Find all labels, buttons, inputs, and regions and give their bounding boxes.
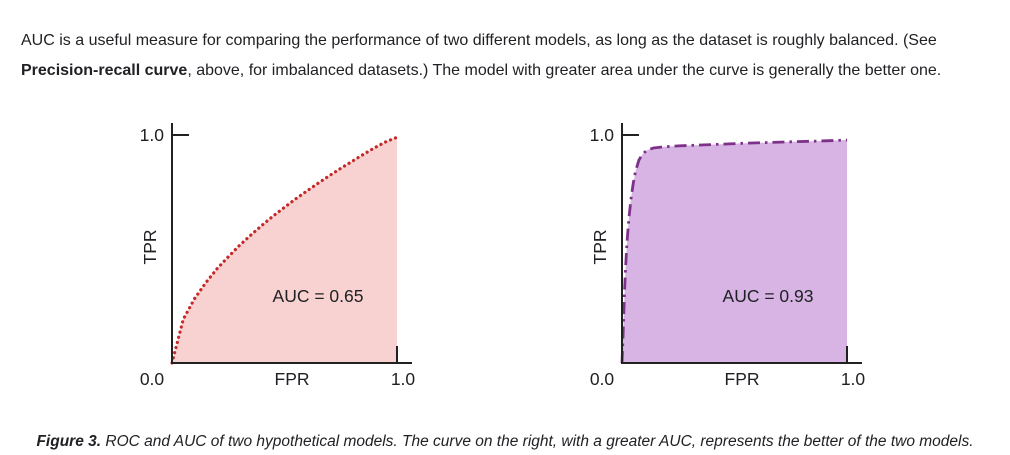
y-axis-label: TPR — [140, 230, 160, 265]
intro-line2: , above, for imbalanced datasets.) The m… — [187, 62, 942, 79]
roc-chart-left-svg: 1.0 TPR 0.0 FPR 1.0 AUC = 0.65 — [140, 123, 416, 389]
intro-paragraph: AUC is a useful measure for comparing th… — [21, 26, 996, 86]
roc-area — [622, 140, 847, 363]
figure-caption-text: ROC and AUC of two hypothetical models. … — [101, 432, 974, 450]
figure-caption: Figure 3. ROC and AUC of two hypothetica… — [0, 433, 1010, 451]
roc-chart-left: 1.0 TPR 0.0 FPR 1.0 AUC = 0.65 — [110, 95, 440, 395]
axis-lines — [171, 123, 412, 364]
roc-area — [172, 137, 397, 363]
y-tick-label-1: 1.0 — [590, 125, 615, 145]
roc-chart-right: 1.0 TPR 0.0 FPR 1.0 AUC = 0.93 — [560, 95, 890, 395]
x-tick-label-0: 0.0 — [140, 369, 165, 389]
y-axis-label: TPR — [590, 230, 610, 265]
roc-curve — [170, 135, 399, 365]
roc-chart-right-svg: 1.0 TPR 0.0 FPR 1.0 AUC = 0.93 — [590, 123, 866, 389]
intro-line1: AUC is a useful measure for comparing th… — [21, 32, 937, 49]
intro-bold-term: Precision-recall curve — [21, 62, 188, 79]
x-tick-label-1: 1.0 — [391, 369, 416, 389]
x-axis-label: FPR — [725, 369, 760, 389]
auc-annotation: AUC = 0.93 — [723, 286, 814, 306]
x-axis-label: FPR — [275, 369, 310, 389]
figure-caption-label: Figure 3. — [36, 432, 102, 450]
x-tick-label-1: 1.0 — [841, 369, 866, 389]
axis-lines — [621, 123, 862, 364]
roc-curve — [620, 138, 848, 364]
y-tick-label-1: 1.0 — [140, 125, 165, 145]
x-tick-label-0: 0.0 — [590, 369, 615, 389]
auc-annotation: AUC = 0.65 — [273, 286, 364, 306]
